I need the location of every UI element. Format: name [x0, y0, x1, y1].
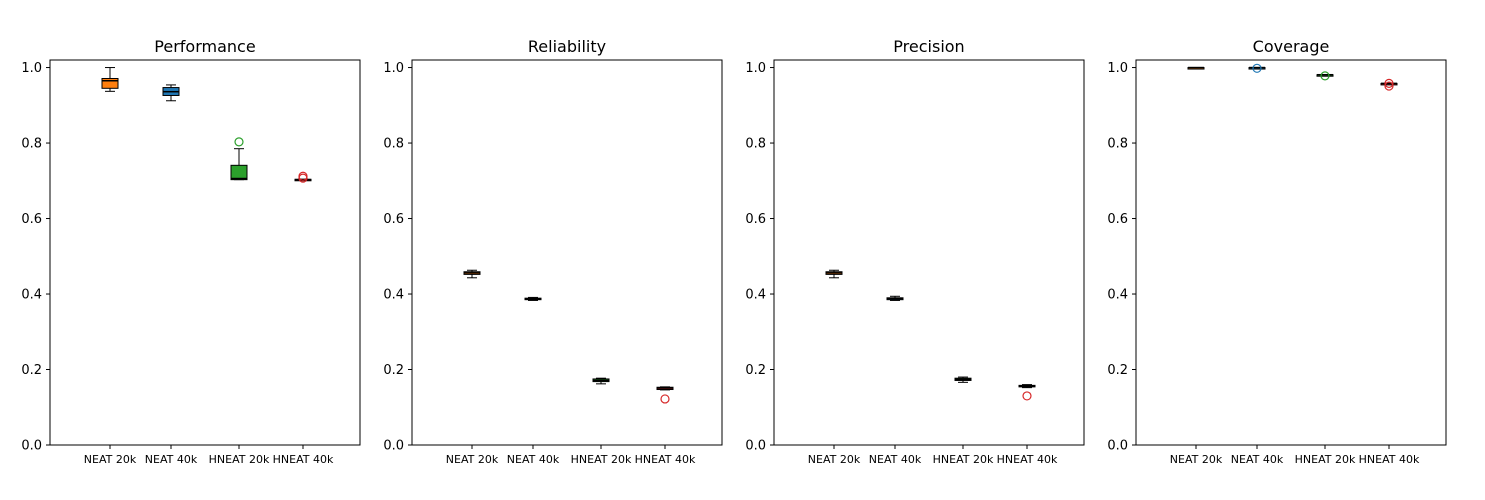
outlier-point	[1384, 78, 1394, 89]
box	[101, 77, 119, 89]
y-tick-label: 0.0	[21, 439, 42, 454]
plot-frame	[1135, 59, 1447, 446]
chart-title: Precision	[893, 37, 964, 56]
y-tick-label: 0.2	[745, 363, 766, 378]
chart-panel: Reliability 0.0 0.2 0.4 0.6 0.8 1.0 NEAT 20k NEA…	[383, 37, 723, 466]
chart-title: Coverage	[1253, 37, 1330, 56]
x-tick-label: NEAT 20k	[84, 453, 137, 466]
x-tick-label: NEAT 40k	[145, 453, 198, 466]
y-tick-label: 0.0	[745, 439, 766, 454]
y-tick-label: 0.8	[1107, 137, 1128, 152]
x-tick-label: HNEAT 40k	[1359, 453, 1420, 466]
y-tick-label: 0.2	[1107, 363, 1128, 378]
box	[230, 164, 248, 181]
y-tick-label: 1.0	[383, 61, 404, 76]
x-tick-label: HNEAT 40k	[635, 453, 696, 466]
y-tick-label: 0.6	[21, 212, 42, 227]
y-tick-label: 1.0	[21, 61, 42, 76]
y-tick-label: 0.4	[383, 288, 404, 303]
outlier-point	[298, 171, 308, 181]
x-tick-label: HNEAT 40k	[273, 453, 334, 466]
y-tick-label: 0.6	[745, 212, 766, 227]
outlier-point	[234, 137, 244, 147]
y-tick-label: 0.6	[383, 212, 404, 227]
x-tick-label: HNEAT 20k	[933, 453, 994, 466]
x-tick-label: NEAT 20k	[446, 453, 499, 466]
x-tick-label: HNEAT 40k	[997, 453, 1058, 466]
x-tick-label: NEAT 40k	[507, 453, 560, 466]
y-tick-label: 1.0	[1107, 61, 1128, 76]
y-tick-label: 0.8	[383, 137, 404, 152]
y-tick-label: 0.2	[383, 363, 404, 378]
y-tick-label: 0.8	[745, 137, 766, 152]
y-tick-label: 0.6	[1107, 212, 1128, 227]
y-tick-label: 0.0	[1107, 439, 1128, 454]
y-tick-label: 0.2	[21, 363, 42, 378]
y-tick-label: 0.4	[21, 288, 42, 303]
y-tick-label: 0.4	[1107, 288, 1128, 303]
outlier-point	[1384, 81, 1394, 91]
x-tick-label: NEAT 40k	[1231, 453, 1284, 466]
chart-panel: Precision 0.0 0.2 0.4 0.6 0.8 1.0 NEAT 20k NEAT …	[745, 37, 1085, 466]
y-tick-label: 0.8	[21, 137, 42, 152]
plot-frame	[411, 59, 723, 446]
x-tick-label: HNEAT 20k	[1295, 453, 1356, 466]
x-tick-label: NEAT 20k	[808, 453, 861, 466]
outlier-point	[1252, 63, 1262, 73]
outlier-point	[660, 394, 670, 404]
chart-panel: Coverage 0.0 0.2 0.4 0.6 0.8 1.0 NEAT 20k NEAT 4…	[1107, 37, 1447, 466]
plot-frame	[49, 59, 361, 446]
y-tick-label: 0.0	[383, 439, 404, 454]
y-tick-label: 0.4	[745, 288, 766, 303]
x-tick-label: HNEAT 20k	[209, 453, 270, 466]
y-tick-label: 1.0	[745, 61, 766, 76]
chart-title: Reliability	[528, 37, 606, 56]
x-tick-label: NEAT 20k	[1170, 453, 1223, 466]
x-tick-label: HNEAT 20k	[571, 453, 632, 466]
plot-frame	[773, 59, 1085, 446]
chart-panel: Performance 0.0 0.2 0.4 0.6 0.8 1.0 NEAT 20k NEA…	[21, 37, 361, 466]
outlier-point	[1320, 71, 1330, 81]
outlier-point	[1022, 391, 1032, 401]
x-tick-label: NEAT 40k	[869, 453, 922, 466]
chart-title: Performance	[154, 37, 255, 56]
